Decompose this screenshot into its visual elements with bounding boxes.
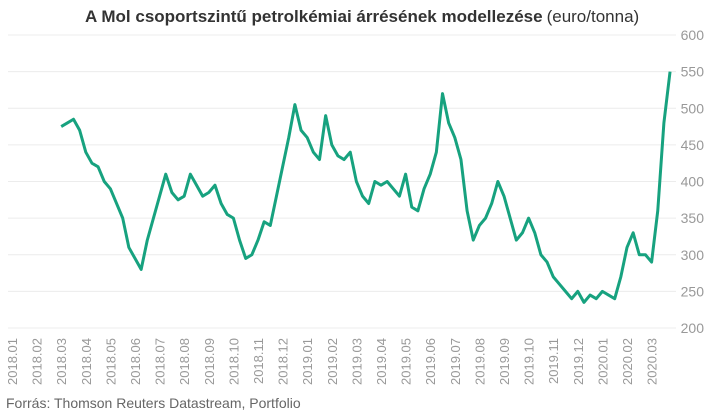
x-tick-label: 2019.01	[300, 338, 315, 385]
x-tick-label: 2018.03	[54, 338, 69, 385]
title-main: A Mol csoportszintű petrolkémiai árrésén…	[85, 7, 543, 26]
x-tick-label: 2019.10	[522, 338, 537, 385]
y-tick-label: 500	[681, 100, 705, 116]
y-tick-label: 300	[681, 247, 705, 263]
y-tick-label: 600	[681, 27, 705, 43]
x-tick-label: 2019.07	[448, 338, 463, 385]
x-tick-label: 2018.11	[251, 338, 266, 384]
line-series	[60, 71, 672, 304]
source: Forrás: Thomson Reuters Datastream, Port…	[6, 395, 301, 411]
y-tick-label: 400	[681, 174, 705, 190]
x-tick-label: 2020.03	[645, 338, 660, 385]
x-tick-label: 2018.05	[103, 338, 118, 385]
x-tick-label: 2018.04	[79, 338, 94, 385]
x-tick-label: 2018.06	[128, 338, 143, 385]
y-tick-label: 550	[681, 64, 705, 80]
x-tick-label: 2018.09	[202, 338, 217, 385]
title-unit: (euro/tonna)	[547, 7, 640, 26]
y-tick-label: 250	[681, 283, 705, 299]
y-tick-label: 350	[681, 210, 705, 226]
x-tick-label: 2019.09	[497, 338, 512, 385]
x-tick-label: 2018.02	[30, 338, 45, 385]
chart-title: A Mol csoportszintű petrolkémiai árrésén…	[85, 7, 639, 26]
x-tick-label: 2020.02	[620, 338, 635, 385]
x-tick-label: 2018.08	[177, 338, 192, 385]
x-tick-label: 2019.12	[571, 338, 586, 385]
y-tick-label: 450	[681, 137, 705, 153]
x-tick-label: 2018.10	[226, 338, 241, 385]
x-tick-label: 2018.01	[5, 338, 20, 385]
x-tick-label: 2019.03	[349, 338, 364, 385]
x-tick-label: 2019.04	[374, 338, 389, 385]
y-tick-label: 200	[681, 320, 705, 336]
x-tick-label: 2020.01	[595, 338, 610, 385]
x-tick-label: 2018.07	[153, 338, 168, 385]
x-tick-label: 2019.08	[472, 338, 487, 385]
x-tick-label: 2019.05	[399, 338, 414, 385]
x-tick-label: 2018.12	[276, 338, 291, 385]
x-tick-label: 2019.11	[546, 338, 561, 384]
x-tick-label: 2019.06	[423, 338, 438, 385]
x-tick-label: 2019.02	[325, 338, 340, 385]
